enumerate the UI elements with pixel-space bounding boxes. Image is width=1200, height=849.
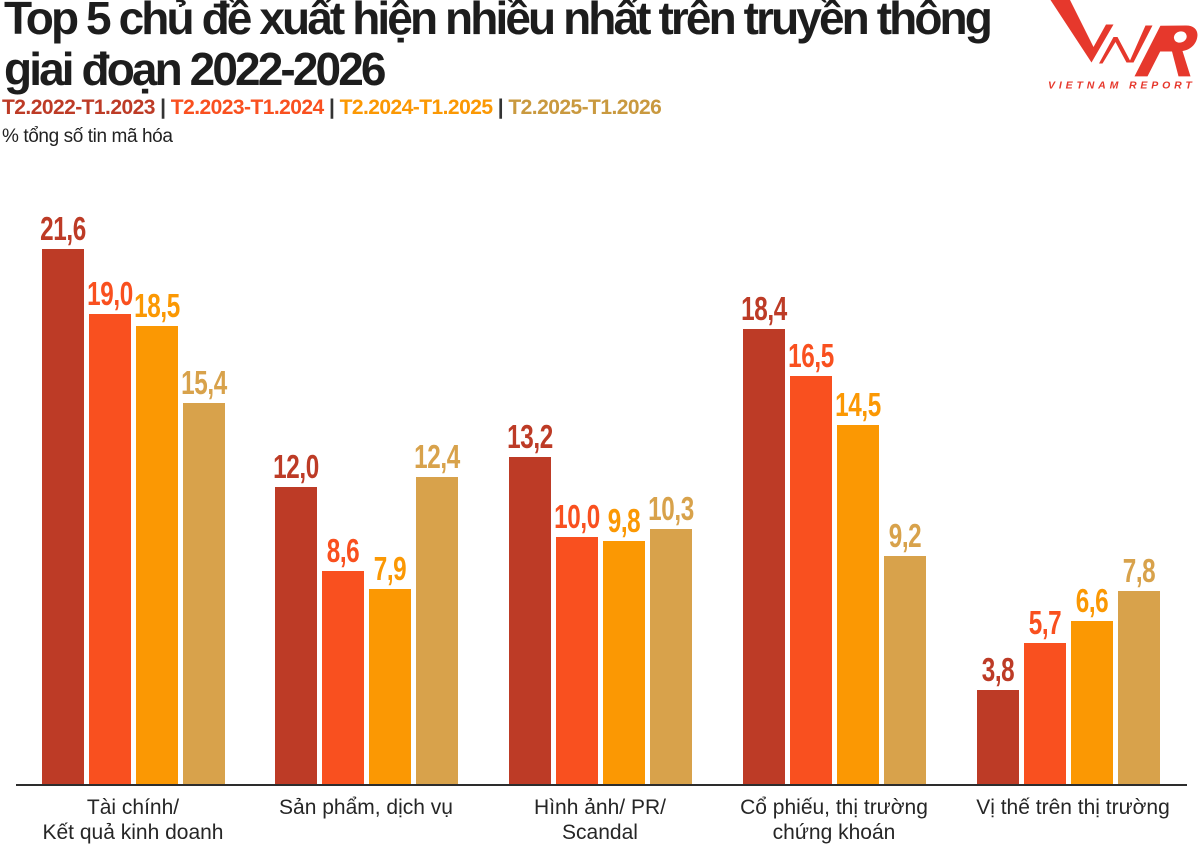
svg-text:VIETNAM REPORT: VIETNAM REPORT [1048,79,1196,91]
